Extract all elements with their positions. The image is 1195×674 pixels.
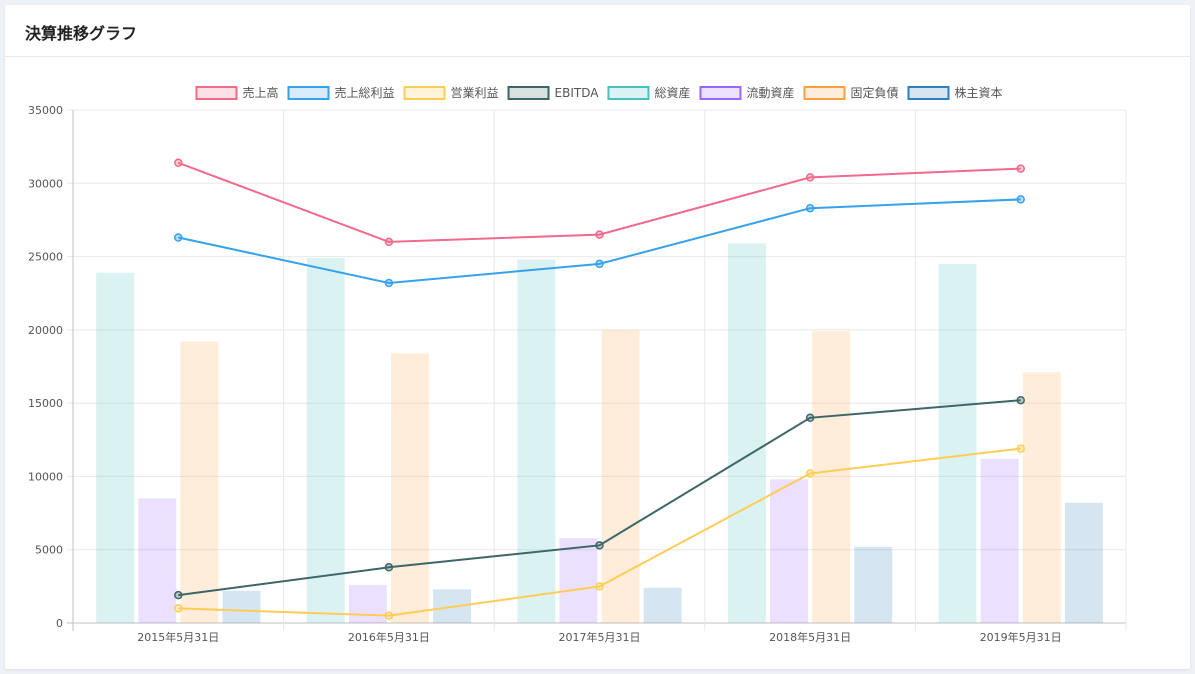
legend-item: 総資産 (607, 85, 690, 100)
bar (601, 329, 640, 623)
bar (770, 479, 808, 623)
y-tick-label: 25000 (28, 251, 63, 264)
bar (180, 341, 219, 623)
data-point (174, 233, 183, 242)
legend-swatch (195, 86, 238, 100)
bar (559, 537, 598, 623)
bar (727, 243, 766, 623)
x-tick-label: 2016年5月31日 (348, 630, 430, 644)
legend-item: 流動資産 (699, 85, 794, 100)
data-point (174, 604, 183, 613)
bar (1064, 502, 1103, 623)
grid-lines (67, 109, 1127, 631)
legend-item: 売上高 (195, 85, 279, 100)
panel-header: 決算推移グラフ (5, 5, 1190, 57)
bar (138, 498, 177, 623)
y-tick-label: 35000 (28, 104, 63, 117)
legend-label: 売上高 (242, 85, 278, 100)
bar (306, 258, 345, 623)
y-tick-label: 15000 (28, 397, 63, 410)
panel-title: 決算推移グラフ (25, 24, 138, 43)
line-series (174, 395, 1025, 600)
legend-item: 売上総利益 (287, 85, 395, 100)
legend-swatch (607, 86, 650, 100)
data-point (595, 582, 604, 591)
y-tick-label: 0 (56, 617, 63, 630)
legend-item: 営業利益 (403, 86, 499, 100)
data-point (595, 541, 604, 550)
data-point (1016, 195, 1025, 204)
bar (222, 590, 261, 623)
bar (980, 458, 1019, 623)
x-tick-label: 2019年5月31日 (980, 630, 1062, 644)
bar (1022, 372, 1061, 623)
data-point (1016, 444, 1025, 453)
legend-swatch (803, 86, 846, 100)
bar (348, 584, 387, 623)
bar (517, 259, 556, 623)
legend-swatch (507, 86, 550, 100)
x-tick-label: 2018年5月31日 (769, 630, 851, 644)
x-tick-label: 2015年5月31日 (137, 630, 219, 644)
data-point (1016, 395, 1025, 405)
x-tick-label: 2017年5月31日 (559, 630, 641, 644)
data-point (805, 413, 815, 423)
y-tick-label: 20000 (28, 324, 63, 337)
legend-item: 株主資本 (907, 85, 1003, 100)
line-series (174, 444, 1025, 620)
bar (812, 331, 851, 623)
legend-swatch (287, 86, 330, 100)
data-point (384, 278, 394, 288)
y-tick-label: 30000 (28, 177, 63, 190)
legend: 売上高 売上総利益 営業利益 EBITDA 総資産 流動資産 固定負債 株主資本 (195, 85, 1003, 100)
legend-swatch (403, 86, 446, 100)
series-line (177, 161, 1021, 243)
data-point (805, 203, 815, 213)
data-point (1016, 164, 1025, 173)
data-point (384, 563, 394, 572)
data-point (384, 237, 394, 247)
data-point (174, 158, 183, 168)
bar (96, 272, 135, 623)
bar (854, 546, 893, 623)
legend-label: 流動資産 (746, 85, 794, 100)
data-point (805, 173, 815, 182)
bar (391, 353, 429, 623)
series-line (178, 198, 1021, 284)
line-series (174, 158, 1025, 247)
bar (938, 263, 977, 623)
legend-label: 株主資本 (955, 85, 1003, 100)
legend-label: EBITDA (555, 86, 600, 100)
legend-label: 固定負債 (850, 85, 898, 100)
chart-panel: 決算推移グラフ (5, 5, 1190, 669)
legend-label: 売上総利益 (335, 85, 395, 100)
line-series (174, 195, 1025, 288)
y-tick-label: 5000 (35, 544, 63, 557)
series-line (178, 447, 1021, 617)
bar (643, 587, 682, 623)
y-tick-label: 10000 (28, 470, 63, 483)
data-point (805, 469, 815, 478)
data-point (384, 611, 394, 620)
legend-label: 総資産 (654, 85, 690, 100)
data-point (595, 230, 604, 239)
legend-item: EBITDA (507, 86, 600, 100)
data-point (174, 590, 183, 600)
series-line (178, 399, 1021, 597)
data-point (595, 259, 604, 269)
legend-label: 営業利益 (451, 86, 499, 100)
legend-swatch (699, 86, 742, 100)
legend-item: 固定負債 (803, 85, 899, 100)
legend-swatch (907, 86, 950, 100)
